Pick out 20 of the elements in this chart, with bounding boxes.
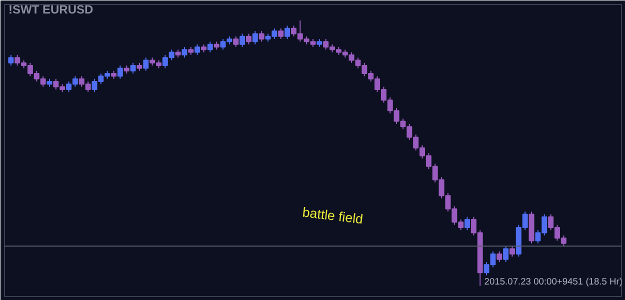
candlestick [8,54,14,66]
candlestick [509,246,515,258]
candlestick [143,57,149,72]
candlestick [233,36,239,48]
candlestick [207,41,213,53]
chart-title: !SWT EURUSD [8,2,94,16]
candlestick [182,46,188,58]
candlestick [496,250,502,262]
candlestick [130,62,136,74]
candlestick [240,33,246,48]
candlestick [464,216,470,231]
candlestick [252,30,258,45]
candlestick [503,246,509,262]
candlestick [284,25,290,40]
candlestick [194,44,200,56]
candlestick [117,65,123,80]
candlestick [278,28,284,40]
candlestick [258,30,264,42]
annotation: battle field [302,204,364,227]
candlestick [246,33,252,45]
